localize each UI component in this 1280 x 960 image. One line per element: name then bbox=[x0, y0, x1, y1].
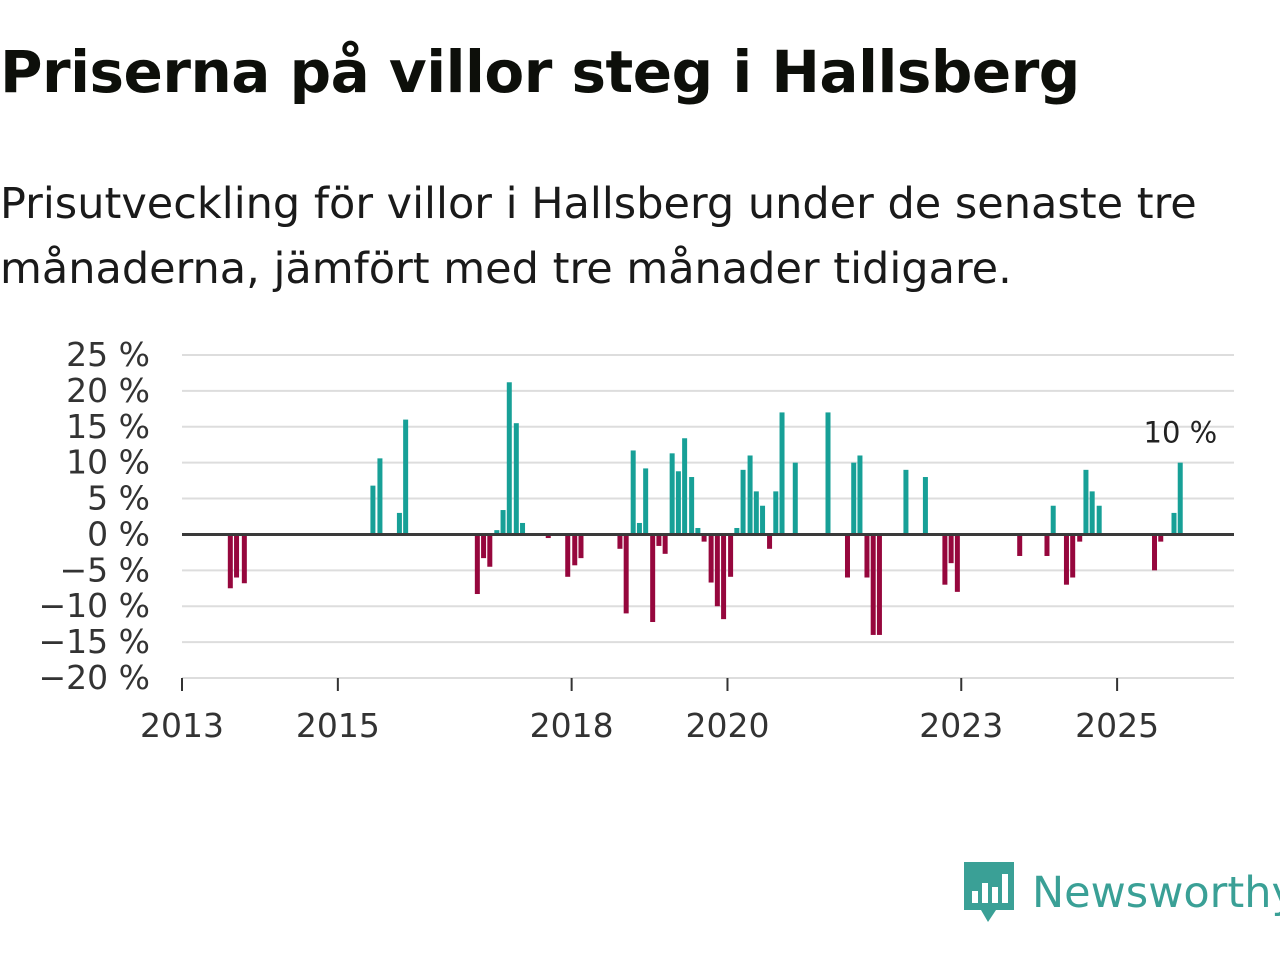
bar-positive bbox=[1089, 491, 1095, 535]
bars bbox=[227, 382, 1183, 635]
y-tick-label: −20 % bbox=[39, 658, 151, 697]
bar-negative bbox=[1152, 534, 1158, 571]
bar-positive bbox=[377, 458, 383, 535]
brand-name: Newsworthy bbox=[1032, 868, 1280, 918]
bar-negative bbox=[708, 534, 714, 583]
bar-negative bbox=[844, 534, 850, 578]
bar-positive bbox=[506, 382, 512, 535]
x-axis-labels: 2013 2015 2018 2020 2023 2025 bbox=[140, 706, 1159, 745]
bar-negative bbox=[1077, 534, 1083, 542]
bar-positive bbox=[1171, 512, 1177, 535]
price-change-bar-chart: 25 %20 %15 %10 %5 %0 %−5 %−10 %−15 %−20 … bbox=[39, 335, 1234, 745]
x-tick-label: 2025 bbox=[1075, 706, 1159, 745]
bar-positive bbox=[669, 453, 675, 535]
bar-positive bbox=[636, 522, 642, 535]
bar-positive bbox=[370, 485, 376, 535]
bar-positive bbox=[520, 522, 526, 535]
grid-lines bbox=[182, 354, 1234, 679]
y-tick-label: −10 % bbox=[39, 586, 151, 625]
y-axis-labels: 25 %20 %15 %10 %5 %0 %−5 %−10 %−15 %−20 … bbox=[39, 335, 151, 697]
bar-positive bbox=[630, 450, 636, 535]
bar-negative bbox=[578, 534, 584, 559]
bar-negative bbox=[870, 534, 876, 635]
bar-negative bbox=[728, 534, 734, 577]
bar-positive bbox=[675, 471, 681, 535]
bar-negative bbox=[474, 534, 480, 595]
y-tick-label: 10 % bbox=[66, 443, 150, 482]
bar-positive bbox=[1177, 462, 1183, 535]
bar-negative bbox=[617, 534, 623, 549]
x-tick-label: 2018 bbox=[530, 706, 614, 745]
y-tick-label: −15 % bbox=[39, 622, 151, 661]
bar-negative bbox=[487, 534, 493, 567]
bar-positive bbox=[779, 412, 785, 535]
bar-negative bbox=[1158, 534, 1164, 542]
bar-negative bbox=[1044, 534, 1050, 556]
bar-positive bbox=[773, 491, 779, 535]
bar-negative bbox=[623, 534, 629, 614]
bar-negative bbox=[662, 534, 668, 554]
bar-negative bbox=[1017, 534, 1023, 556]
bar-positive bbox=[396, 512, 402, 535]
bar-negative bbox=[650, 534, 656, 623]
bar-negative bbox=[241, 534, 247, 584]
bar-positive bbox=[513, 423, 519, 535]
x-tick-label: 2015 bbox=[296, 706, 380, 745]
bar-positive bbox=[922, 477, 928, 535]
bar-positive bbox=[1096, 505, 1102, 535]
bar-negative bbox=[714, 534, 720, 607]
bar-negative bbox=[572, 534, 578, 566]
bar-positive bbox=[734, 527, 740, 535]
bar-negative bbox=[656, 534, 662, 546]
bar-positive bbox=[857, 455, 863, 535]
x-tick-label: 2013 bbox=[140, 706, 224, 745]
bar-negative bbox=[876, 534, 882, 635]
bar-positive bbox=[403, 419, 409, 535]
x-tick-label: 2020 bbox=[685, 706, 769, 745]
y-tick-label: 25 % bbox=[66, 335, 150, 374]
bar-negative bbox=[1063, 534, 1069, 585]
y-tick-label: 0 % bbox=[87, 514, 150, 553]
bar-negative bbox=[565, 534, 571, 577]
bar-positive bbox=[500, 510, 506, 535]
bar-negative bbox=[721, 534, 727, 620]
newsworthy-brand[interactable]: Newsworthy bbox=[964, 862, 1280, 924]
bar-positive bbox=[903, 469, 909, 535]
x-tick-label: 2023 bbox=[919, 706, 1003, 745]
bar-negative bbox=[481, 534, 487, 559]
bar-negative bbox=[954, 534, 960, 592]
bar-positive bbox=[747, 455, 753, 535]
y-tick-label: 20 % bbox=[66, 371, 150, 410]
bar-positive bbox=[753, 491, 759, 535]
page-subtitle: Prisutveckling för villor i Hallsberg un… bbox=[0, 179, 1197, 294]
newsworthy-chart-logo-icon bbox=[964, 862, 1014, 922]
bar-negative bbox=[1070, 534, 1076, 578]
bar-positive bbox=[825, 412, 831, 535]
bar-negative bbox=[767, 534, 773, 549]
y-tick-label: −5 % bbox=[60, 550, 151, 589]
bar-negative bbox=[545, 534, 551, 539]
bar-negative bbox=[234, 534, 240, 578]
bar-positive bbox=[689, 477, 695, 535]
page-title: Priserna på villor steg i Hallsberg bbox=[0, 38, 1080, 106]
bar-positive bbox=[1050, 505, 1056, 535]
bar-negative bbox=[227, 534, 233, 589]
bar-negative bbox=[948, 534, 954, 564]
axes bbox=[181, 532, 1234, 691]
bar-positive bbox=[682, 438, 688, 535]
bar-positive bbox=[494, 530, 500, 535]
bar-positive bbox=[851, 462, 857, 535]
bar-positive bbox=[760, 505, 766, 535]
y-tick-label: 15 % bbox=[66, 407, 150, 446]
bar-positive bbox=[695, 527, 701, 535]
y-tick-label: 5 % bbox=[87, 479, 150, 518]
bar-negative bbox=[942, 534, 948, 585]
bar-positive bbox=[792, 462, 798, 535]
bar-positive bbox=[740, 469, 746, 535]
bar-negative bbox=[864, 534, 870, 578]
bar-positive bbox=[643, 468, 649, 535]
bar-positive bbox=[1083, 469, 1089, 535]
last-value-label: 10 % bbox=[1144, 416, 1218, 450]
bar-negative bbox=[701, 534, 707, 542]
